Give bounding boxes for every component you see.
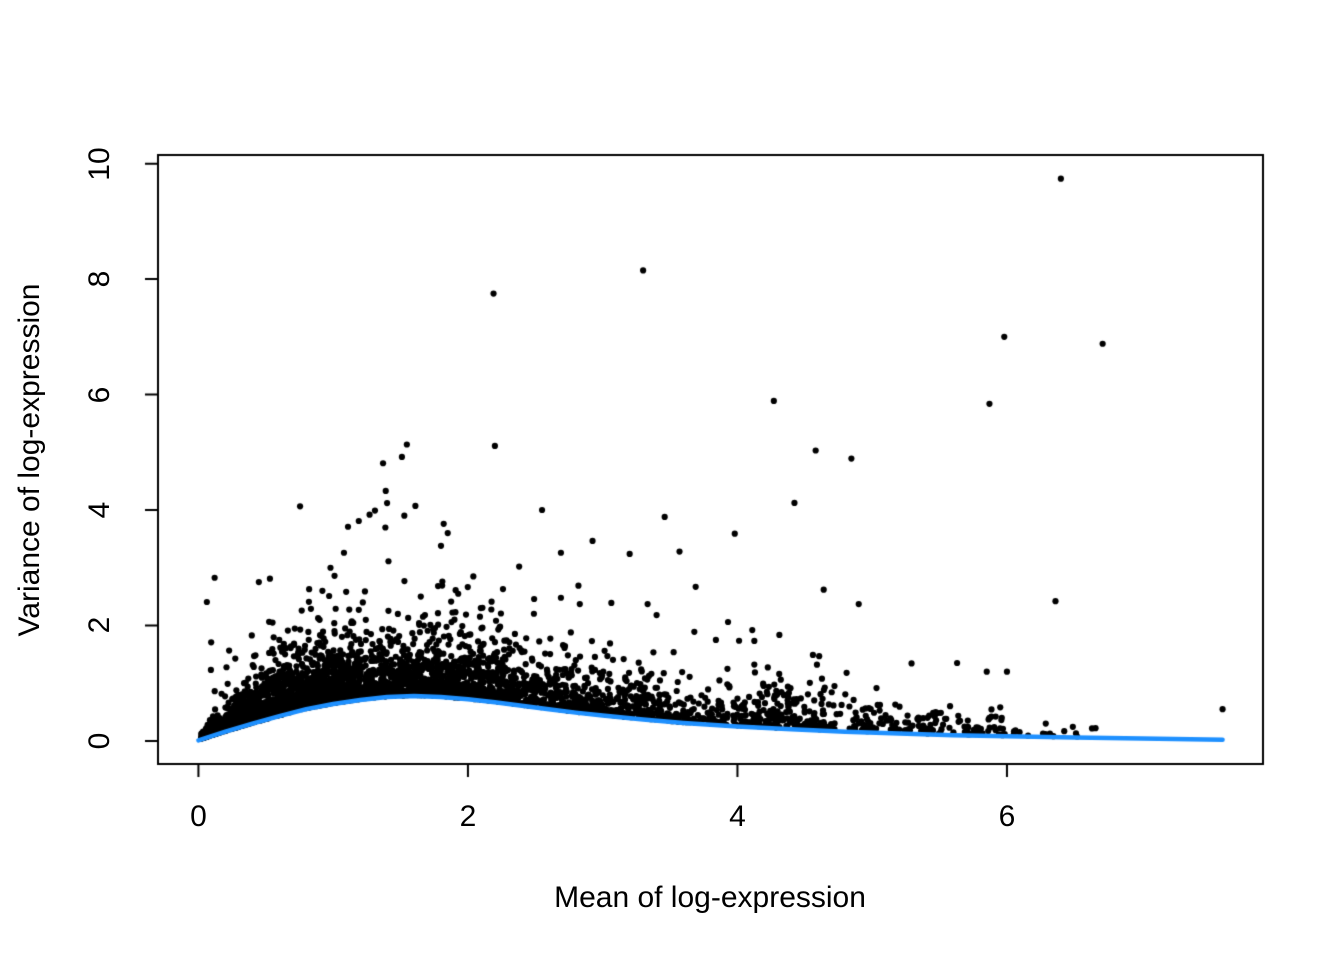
y-tick-label: 4 bbox=[83, 501, 116, 519]
x-axis-title: Mean of log-expression bbox=[554, 881, 866, 914]
y-tick-label: 10 bbox=[83, 146, 116, 181]
y-tick-label: 2 bbox=[83, 617, 116, 634]
x-tick-label: 6 bbox=[998, 800, 1016, 833]
y-tick-label: 6 bbox=[83, 386, 116, 403]
x-tick-label: 0 bbox=[190, 800, 207, 833]
y-tick-label: 8 bbox=[83, 270, 116, 288]
y-tick-label: 0 bbox=[83, 732, 116, 750]
x-tick-label: 2 bbox=[459, 800, 477, 833]
y-axis-title: Variance of log-expression bbox=[13, 283, 46, 637]
x-tick-label: 4 bbox=[729, 800, 746, 833]
